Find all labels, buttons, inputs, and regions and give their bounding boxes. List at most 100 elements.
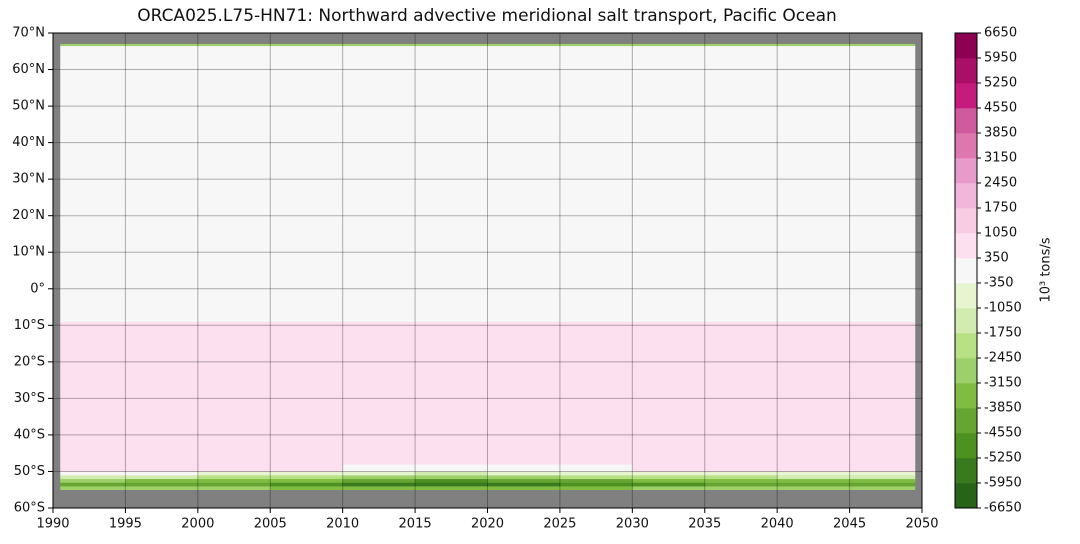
colorbar-tick-label: 5950 bbox=[984, 51, 1017, 66]
colorbar-swatch bbox=[955, 433, 977, 459]
colorbar-swatch bbox=[955, 358, 977, 384]
y-tick-label: 40°S bbox=[14, 427, 45, 442]
colorbar-swatch bbox=[955, 483, 977, 509]
y-tick-label: 20°N bbox=[12, 208, 45, 223]
heatmap-cell bbox=[415, 471, 488, 476]
colorbar-swatch bbox=[955, 408, 977, 434]
heatmap-cell bbox=[487, 321, 561, 465]
x-tick-label: 1990 bbox=[36, 517, 69, 532]
y-tick-label: 20°S bbox=[14, 354, 45, 369]
colorbar-swatch bbox=[955, 458, 977, 484]
heatmap-cell bbox=[849, 486, 916, 491]
y-tick-label: 10°N bbox=[12, 245, 45, 260]
heatmap-cell bbox=[559, 475, 633, 480]
heatmap-cell bbox=[270, 486, 344, 491]
heatmap-cell bbox=[704, 482, 778, 487]
heatmap-cell bbox=[849, 471, 916, 476]
heatmap-cell bbox=[197, 321, 271, 465]
colorbar-swatch bbox=[955, 58, 977, 84]
heatmap-cell bbox=[487, 478, 561, 483]
heatmap-cell bbox=[559, 486, 633, 491]
heatmap-cell bbox=[125, 471, 199, 476]
heatmap-cell bbox=[342, 486, 416, 491]
colorbar-tick-label: -3850 bbox=[984, 401, 1022, 416]
colorbar-tick-label: 5250 bbox=[984, 76, 1017, 91]
heatmap-cell bbox=[125, 464, 199, 472]
heatmap-cell bbox=[125, 475, 199, 480]
colorbar-swatch bbox=[955, 233, 977, 259]
x-tick-label: 2050 bbox=[905, 517, 938, 532]
heatmap-cell bbox=[197, 471, 271, 476]
heatmap-cell bbox=[777, 482, 851, 487]
heatmap-cell bbox=[559, 464, 633, 472]
colorbar-swatch bbox=[955, 108, 977, 134]
heatmap-cell bbox=[270, 482, 344, 487]
heatmap-cell bbox=[559, 478, 633, 483]
heatmap-cell bbox=[487, 471, 561, 476]
heatmap-cell bbox=[777, 478, 851, 483]
heatmap-cell bbox=[632, 464, 706, 472]
heatmap-cell bbox=[60, 464, 126, 472]
heatmap-cell bbox=[60, 482, 126, 487]
heatmap-cell bbox=[342, 464, 416, 472]
heatmap-cell bbox=[632, 471, 706, 476]
heatmap-cell bbox=[60, 471, 126, 476]
heatmap-cell bbox=[777, 45, 851, 322]
x-tick-label: 2040 bbox=[761, 517, 794, 532]
heatmap-cell bbox=[632, 486, 706, 491]
x-tick-label: 2030 bbox=[616, 517, 649, 532]
heatmap-cell bbox=[270, 471, 344, 476]
y-tick-label: 40°N bbox=[12, 135, 45, 150]
colorbar-swatch bbox=[955, 83, 977, 109]
colorbar-tick-label: -2450 bbox=[984, 351, 1022, 366]
colorbar-frame bbox=[954, 32, 978, 509]
heatmap-cell bbox=[415, 475, 488, 480]
heatmap-cell bbox=[704, 478, 778, 483]
colorbar-tick-label: 3850 bbox=[984, 126, 1017, 141]
heatmap-cell bbox=[415, 486, 488, 491]
chart-title: ORCA025.L75-HN71: Northward advective me… bbox=[137, 6, 837, 26]
heatmap-cell bbox=[60, 321, 126, 465]
colorbar-swatch bbox=[955, 208, 977, 234]
heatmap-cell bbox=[415, 43, 488, 47]
y-tick-label: 60°N bbox=[12, 62, 45, 77]
colorbar-tick-label: -5950 bbox=[984, 476, 1022, 491]
heatmap-cell bbox=[849, 45, 916, 322]
colorbar-tick-label: -1750 bbox=[984, 326, 1022, 341]
heatmap-cell bbox=[197, 475, 271, 480]
heatmap-cell bbox=[415, 464, 488, 472]
heatmap-cell bbox=[125, 486, 199, 491]
colorbar-swatch bbox=[955, 33, 977, 59]
heatmap-cell bbox=[60, 486, 126, 491]
heatmap-cell bbox=[270, 464, 344, 472]
heatmap-cell bbox=[849, 475, 916, 480]
heatmap-cell bbox=[415, 482, 488, 487]
heatmap-cell bbox=[487, 475, 561, 480]
heatmap-cell bbox=[60, 45, 126, 322]
heatmap-cell bbox=[632, 475, 706, 480]
heatmap-cell bbox=[125, 478, 199, 483]
colorbar-swatch bbox=[955, 183, 977, 209]
heatmap-cell bbox=[559, 471, 633, 476]
heatmap-cell bbox=[704, 45, 778, 322]
x-tick-label: 2015 bbox=[399, 517, 432, 532]
heatmap-cell bbox=[487, 464, 561, 472]
colorbar-tick-label: -350 bbox=[984, 276, 1014, 291]
colorbar-tick-label: 6650 bbox=[984, 26, 1017, 41]
heatmap-cell bbox=[849, 321, 916, 465]
heatmap-cell bbox=[777, 471, 851, 476]
heatmap-cell bbox=[197, 45, 271, 322]
x-tick-label: 2025 bbox=[543, 517, 576, 532]
heatmap-cell bbox=[125, 43, 199, 47]
heatmap-cell bbox=[704, 475, 778, 480]
colorbar-tick-label: 4550 bbox=[984, 101, 1017, 116]
heatmap-cell bbox=[849, 478, 916, 483]
heatmap-cell bbox=[342, 482, 416, 487]
heatmap-cell bbox=[125, 321, 199, 465]
heatmap-cell bbox=[342, 478, 416, 483]
heatmap-cell bbox=[270, 321, 344, 465]
colorbar-tick-label: 350 bbox=[984, 251, 1009, 266]
heatmap-cell bbox=[704, 486, 778, 491]
y-tick-label: 30°S bbox=[14, 391, 45, 406]
colorbar-swatch bbox=[955, 258, 977, 284]
